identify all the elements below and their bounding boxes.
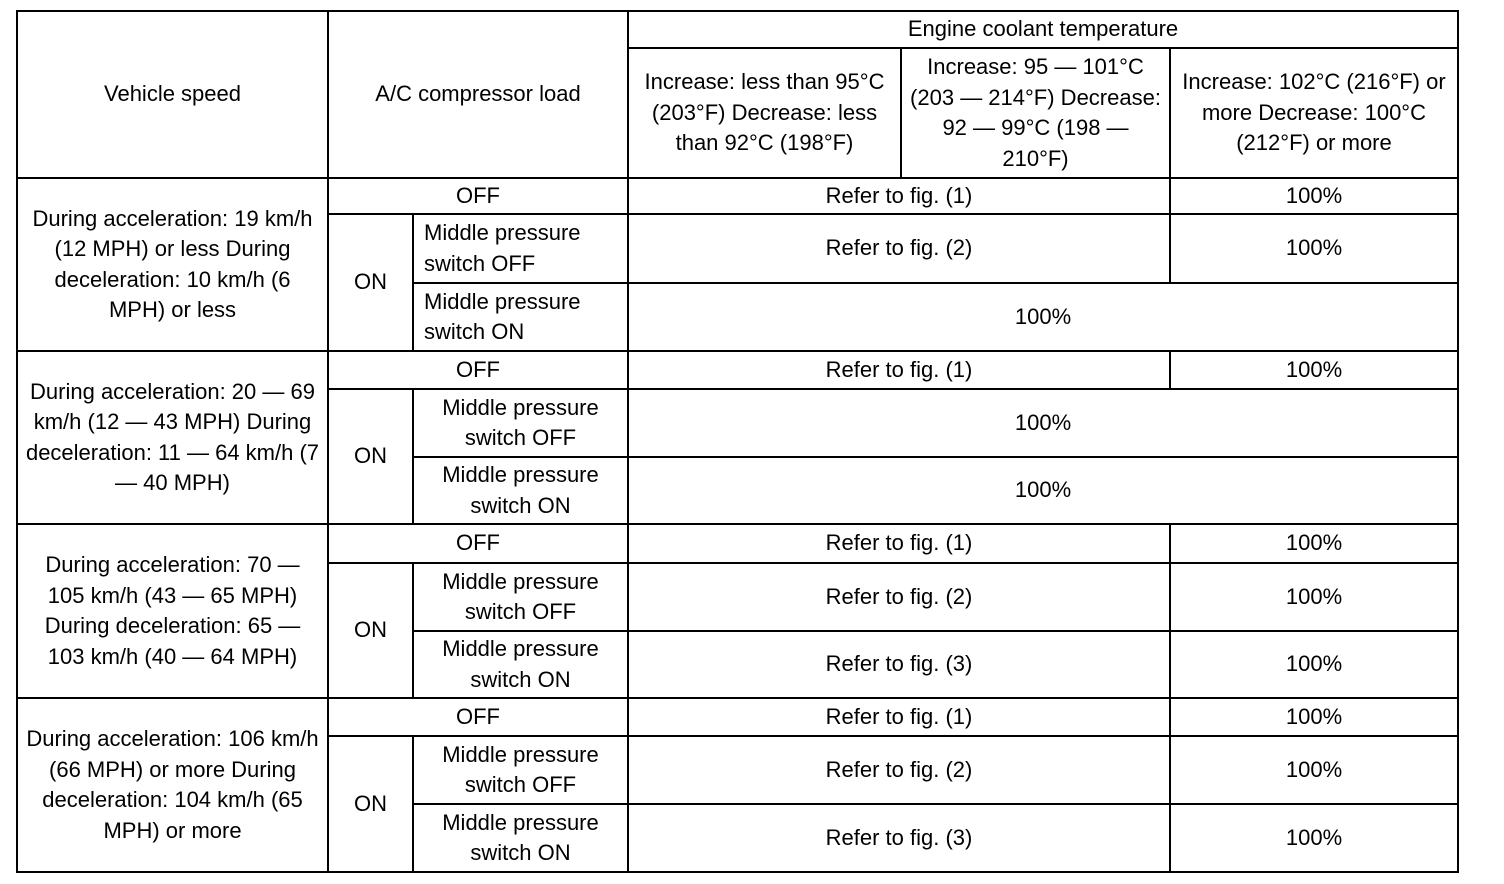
ac-on: ON [327, 735, 414, 873]
table-row: ON Middle pressure switch OFF Refer to f… [17, 213, 1459, 352]
header-temp-low: Increase: less than 95°C (203°F) Decreas… [627, 47, 902, 179]
table-row: ON Middle pressure switch OFF Refer to f… [17, 735, 1459, 873]
speed-cell: During acceleration: 106 km/h (66 MPH) o… [16, 697, 329, 873]
value-cell: 100% [627, 456, 1459, 525]
table-row: During acceleration: 19 km/h (12 MPH) or… [16, 177, 1459, 352]
value-cell: Refer to fig. (2) [627, 213, 1171, 284]
ac-off: OFF [327, 177, 629, 215]
mp-off-label: Middle pressure switch OFF [412, 213, 629, 284]
mp-on-label: Middle pressure switch ON [412, 456, 629, 525]
value-cell: Refer to fig. (2) [627, 562, 1171, 632]
value-cell: 100% [1169, 350, 1459, 390]
value-cell: 100% [627, 388, 1459, 458]
value-cell: 100% [1169, 213, 1459, 284]
fan-control-table: Vehicle speed A/C compressor load Engine… [16, 10, 1459, 873]
table-row: During acceleration: 20 — 69 km/h (12 — … [16, 350, 1459, 525]
mp-off-label: Middle pressure switch OFF [412, 735, 629, 805]
value-cell: 100% [1169, 697, 1459, 737]
value-cell: Refer to fig. (1) [627, 350, 1171, 390]
table-row: Middle pressure switch ON 100% [17, 282, 1459, 352]
mp-off-label: Middle pressure switch OFF [412, 388, 629, 458]
ac-on: ON [327, 562, 414, 699]
table-row: During acceleration: 70 — 105 km/h (43 —… [16, 523, 1459, 699]
header-vehicle-speed: Vehicle speed [16, 10, 329, 179]
value-cell: Refer to fig. (1) [627, 697, 1171, 737]
value-cell: 100% [1169, 803, 1459, 873]
ac-on: ON [327, 213, 414, 352]
value-cell: 100% [1169, 630, 1459, 699]
table-row: ON Middle pressure switch OFF 100% [17, 388, 1459, 525]
value-cell: 100% [1169, 562, 1459, 632]
header-temp-high: Increase: 102°C (216°F) or more Decrease… [1169, 47, 1459, 179]
header-temp-mid: Increase: 95 — 101°C (203 — 214°F) Decre… [900, 47, 1171, 179]
value-cell: 100% [1169, 735, 1459, 805]
value-cell: Refer to fig. (3) [627, 803, 1171, 873]
value-cell: Refer to fig. (2) [627, 735, 1171, 805]
header-ac-load: A/C compressor load [327, 10, 629, 179]
ac-on: ON [327, 388, 414, 525]
mp-on-label: Middle pressure switch ON [412, 803, 629, 873]
header-coolant: Engine coolant temperature [627, 10, 1459, 49]
value-cell: Refer to fig. (3) [627, 630, 1171, 699]
table-row: During acceleration: 106 km/h (66 MPH) o… [16, 697, 1459, 873]
ac-off: OFF [327, 350, 629, 390]
mp-on-label: Middle pressure switch ON [412, 630, 629, 699]
value-cell: 100% [1169, 523, 1459, 564]
table-row: Middle pressure switch ON Refer to fig. … [17, 803, 1459, 873]
ac-off: OFF [327, 523, 629, 564]
mp-off-label: Middle pressure switch OFF [412, 562, 629, 632]
speed-cell: During acceleration: 70 — 105 km/h (43 —… [16, 523, 329, 699]
value-cell: Refer to fig. (1) [627, 523, 1171, 564]
table-row: ON Middle pressure switch OFF Refer to f… [17, 562, 1459, 699]
value-cell: Refer to fig. (1) [627, 177, 1171, 215]
table-row: Middle pressure switch ON Refer to fig. … [17, 630, 1459, 699]
mp-on-label: Middle pressure switch ON [412, 282, 629, 352]
table-row: Middle pressure switch ON 100% [17, 456, 1459, 525]
value-cell: 100% [1169, 177, 1459, 215]
speed-cell: During acceleration: 19 km/h (12 MPH) or… [16, 177, 329, 352]
ac-off: OFF [327, 697, 629, 737]
value-cell: 100% [627, 282, 1459, 352]
speed-cell: During acceleration: 20 — 69 km/h (12 — … [16, 350, 329, 525]
